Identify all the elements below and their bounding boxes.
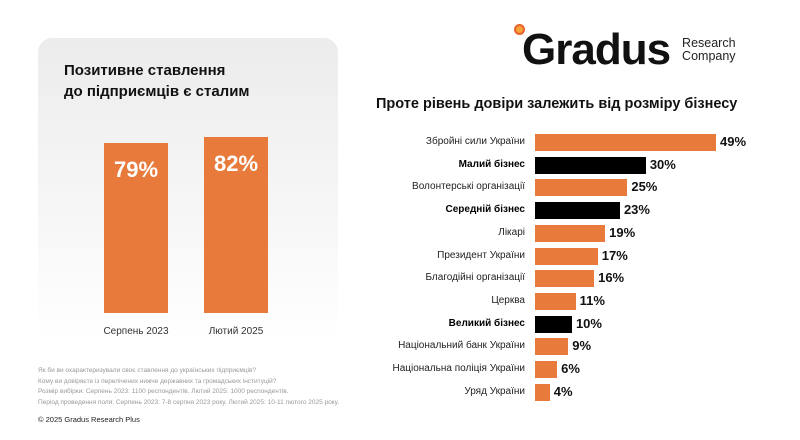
copyright: © 2025 Gradus Research Plus bbox=[38, 415, 140, 424]
bar bbox=[535, 247, 598, 265]
data-label: 16% bbox=[598, 270, 625, 286]
note: Кому ви довіряєте із перелічених нижче д… bbox=[38, 377, 277, 385]
data-label: 9% bbox=[572, 338, 592, 354]
category-label: Президент України bbox=[437, 249, 525, 261]
left-chart-card: Позитивне ставлення до підприємців є стал… bbox=[38, 38, 338, 342]
bar bbox=[535, 315, 572, 333]
data-label: 30% bbox=[649, 156, 676, 172]
bar-row: Середній бізнес 23% bbox=[340, 202, 780, 220]
bar-row: Малий бізнес 30% bbox=[340, 156, 780, 175]
category-label: Лікарі bbox=[498, 226, 525, 238]
bar-row: Волонтерські організації 25% bbox=[340, 179, 780, 197]
title-line: Позитивне ставлення bbox=[64, 62, 226, 79]
bar-row: Великий бізнес 10% bbox=[340, 315, 780, 334]
category-label: Лютий 2025 bbox=[208, 326, 264, 337]
left-chart-title: Позитивне ставлення до підприємців є стал… bbox=[64, 60, 304, 102]
bar bbox=[535, 361, 558, 378]
category-label: Малий бізнес bbox=[458, 158, 525, 170]
logo-dot-icon bbox=[514, 24, 525, 35]
category-label: Церква bbox=[491, 294, 525, 306]
data-label: 79% bbox=[113, 157, 159, 182]
data-label: 6% bbox=[561, 361, 580, 376]
bar-0: 79% bbox=[104, 143, 168, 313]
bar bbox=[535, 134, 716, 151]
data-label: 23% bbox=[623, 202, 650, 218]
bar bbox=[535, 202, 620, 220]
category-label: Великий бізнес bbox=[448, 317, 525, 329]
category-label: Благодійні організації bbox=[425, 272, 525, 284]
bar-row: Благодійні організації 16% bbox=[340, 270, 780, 288]
bar-row: Національна поліція України 6% bbox=[340, 361, 780, 379]
category-label: Волонтерські організації bbox=[412, 181, 525, 193]
data-label: 25% bbox=[631, 179, 658, 195]
bar-row: Лікарі 19% bbox=[340, 224, 780, 243]
bar-row: Уряд України 4% bbox=[340, 383, 780, 402]
category-label: Уряд України bbox=[464, 385, 525, 397]
bar-row: Церква 11% bbox=[340, 292, 780, 311]
data-label: 10% bbox=[575, 315, 602, 331]
bar-row: Національний банк України 9% bbox=[340, 338, 780, 356]
bar-1: 82% bbox=[204, 136, 268, 313]
data-label: 49% bbox=[720, 134, 747, 149]
footnotes: Як би ви охарактеризували своє ставлення… bbox=[38, 366, 339, 408]
note: Період проведення поля: Серпень 2023: 7-… bbox=[38, 398, 340, 406]
category-label: Національний банк України bbox=[398, 340, 525, 352]
data-label: 82% bbox=[213, 150, 259, 176]
bar bbox=[535, 156, 646, 174]
category-label: Збройні сили України bbox=[425, 136, 525, 147]
category-label: Національна поліція України bbox=[392, 363, 525, 374]
note: Розмір вибірки: Серпень 2023: 1100 респо… bbox=[38, 388, 289, 395]
bar bbox=[535, 224, 606, 242]
bar bbox=[535, 292, 576, 310]
data-label: 11% bbox=[579, 292, 605, 308]
bar-row: Збройні сили України 49% bbox=[340, 134, 780, 152]
data-label: 4% bbox=[553, 383, 573, 399]
category-label: Середній бізнес bbox=[445, 204, 525, 216]
bar bbox=[535, 338, 569, 356]
logo-sub: Company bbox=[682, 49, 736, 63]
bar bbox=[535, 179, 628, 197]
data-label: 19% bbox=[609, 224, 636, 240]
bar bbox=[535, 383, 550, 401]
category-label: Серпень 2023 bbox=[103, 326, 169, 337]
title-line: до підприємців є сталим bbox=[64, 83, 250, 100]
data-label: 17% bbox=[601, 247, 628, 263]
logo-sub: Research bbox=[682, 36, 736, 50]
bar bbox=[535, 270, 595, 288]
gradus-logo: Gradus Research Company bbox=[514, 24, 736, 74]
note: Як би ви охарактеризували своє ставлення… bbox=[38, 367, 257, 374]
right-chart-title: Проте рівень довіри залежить від розміру… bbox=[376, 96, 738, 112]
bar-row: Президент України 17% bbox=[340, 247, 780, 266]
logo-name: Gradus bbox=[522, 25, 671, 74]
